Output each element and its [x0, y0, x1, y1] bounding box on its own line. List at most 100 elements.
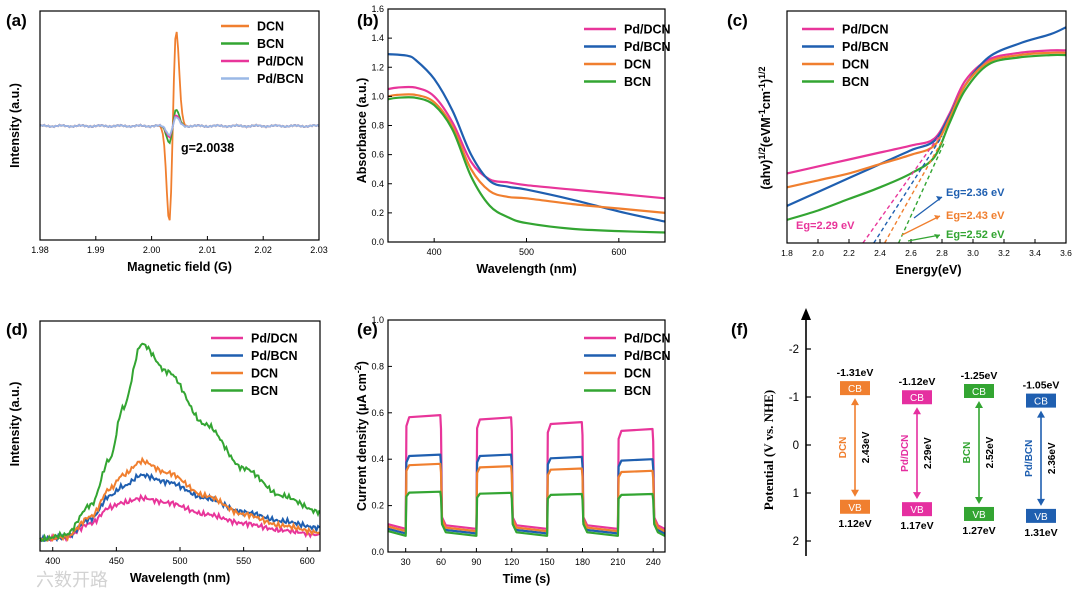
gap-arrowhead-down [1037, 498, 1045, 506]
y-axis-label-a: Intensity (a.u.) [8, 83, 22, 168]
y-tick-label-f: 1 [793, 488, 799, 500]
legend-label-d: BCN [251, 384, 278, 398]
cb-box-label: CB [848, 384, 862, 395]
eg-arrow [913, 196, 943, 219]
band-gap-label: 2.43eV [861, 431, 872, 463]
legend-label-c: Pd/DCN [842, 23, 889, 37]
x-tick-label-e: 180 [575, 557, 590, 567]
x-tick-label-c: 3.4 [1029, 248, 1041, 258]
cb-box-label: CB [972, 387, 986, 398]
x-tick-label-e: 210 [610, 557, 625, 567]
x-tick-label-d: 450 [109, 556, 124, 566]
tangent-line-orange [884, 140, 943, 244]
chart-d: 400 450 500 550 600 Wavelength (nm) Intensity … [8, 320, 321, 585]
panel-label-d: (d) [6, 320, 28, 339]
y-axis-label-f: Potential (V vs. NHE) [761, 390, 776, 510]
x-tick-label-c: 2.8 [936, 248, 948, 258]
tangent-line-pink [862, 135, 940, 244]
gap-arrowhead-down [913, 492, 921, 500]
x-tick-label-c: 1.8 [781, 248, 793, 258]
material-name: BCN [962, 442, 973, 464]
x-tick-label-c: 3.0 [967, 248, 979, 258]
y-tick-label-f: -2 [789, 344, 799, 356]
y-tick-label-f: 0 [793, 440, 799, 452]
x-axis-label-d: Wavelength (nm) [130, 571, 230, 585]
y-tick-label-b: 1.6 [371, 4, 384, 14]
cb-box [964, 384, 994, 398]
x-tick-label-e: 120 [504, 557, 519, 567]
x-tick-label-c: 2.6 [905, 248, 917, 258]
panel-label-f: (f) [731, 320, 748, 339]
chart-e: 30 60 90 120 150 180 210 240 0.0 0.2 0.4 0.6 0.8 1.0 T… [353, 315, 671, 586]
y-tick-label-b: 0.6 [371, 150, 384, 160]
x-tick-label-a: 2.01 [199, 245, 217, 255]
x-tick-label-c: 2.4 [874, 248, 886, 258]
legend-label-a: Pd/BCN [257, 72, 304, 86]
x-axis-label-e: Time (s) [503, 572, 551, 586]
legend-label-a: DCN [257, 20, 284, 34]
legend-label-b: BCN [624, 75, 651, 89]
plot-frame-a [39, 10, 320, 241]
x-tick-label-c: 2.0 [812, 248, 824, 258]
series-line-bcn [786, 53, 1067, 221]
gap-arrowhead-down [975, 496, 983, 504]
axis-arrowhead [801, 308, 811, 320]
series-line-bcn [387, 490, 666, 537]
gap-arrowhead-up [975, 401, 983, 408]
chart-f: -2 -1 0 1 2 Potential (V vs. NHE) -1.31eV CB VB 1… [761, 308, 1059, 556]
vb-box-label: VB [848, 503, 862, 514]
series-line-bcn [39, 342, 321, 543]
x-tick-label-a: 1.99 [87, 245, 105, 255]
y-tick-label-e: 0.2 [371, 501, 384, 511]
cb-potential-label: -1.25eV [961, 370, 998, 382]
legend-label-d: DCN [251, 367, 278, 381]
vb-box-label: VB [1034, 512, 1048, 523]
y-axis-label-d: Intensity (a.u.) [8, 382, 22, 467]
gap-arrowhead-up [851, 398, 859, 406]
legend-label-b: Pd/BCN [624, 40, 671, 54]
x-tick-label-b: 400 [427, 247, 442, 257]
cb-potential-label: -1.05eV [1023, 380, 1060, 392]
eg-label: Eg=2.29 eV [796, 220, 855, 232]
x-tick-label-b: 500 [519, 247, 534, 257]
y-tick-label-b: 0.0 [371, 237, 384, 247]
x-axis-label-b: Wavelength (nm) [476, 262, 576, 276]
x-tick-label-c: 2.2 [843, 248, 855, 258]
chart-b: 400 500 600 0.0 0.2 0.4 0.6 0.8 1.0 1.2 1.4 1.6 Wave… [355, 4, 671, 276]
x-tick-label-e: 150 [540, 557, 555, 567]
plot-frame-c [786, 10, 1067, 244]
legend-label-c: BCN [842, 75, 869, 89]
x-tick-label-c: 3.2 [998, 248, 1010, 258]
x-tick-label-d: 550 [236, 556, 251, 566]
vb-box [902, 502, 932, 517]
cb-box-label: CB [1034, 397, 1048, 408]
material-name: Pd/DCN [900, 435, 911, 472]
panel-label-c: (c) [727, 11, 748, 30]
chart-a: 1.98 1.99 2.00 2.01 2.02 2.03 Magnetic field (… [8, 10, 328, 274]
eg-label: Eg=2.36 eV [946, 187, 1005, 199]
gap-arrowhead-down [851, 489, 859, 497]
y-tick-label-b: 0.4 [371, 179, 384, 189]
vb-potential-label: 1.31eV [1024, 527, 1057, 539]
watermark: 六数开路 [36, 570, 108, 590]
series-line-dcn [786, 51, 1067, 189]
y-axis-label-c: (ahv)1/2(eVM-1cm-1)1/2 [757, 66, 773, 189]
x-tick-label-d: 600 [300, 556, 315, 566]
series-line-dcn [387, 93, 666, 214]
y-tick-label-e: 0.0 [371, 547, 384, 557]
x-tick-label-b: 600 [611, 247, 626, 257]
x-tick-label-c: 3.6 [1060, 248, 1072, 258]
y-tick-label-f: -1 [789, 392, 799, 404]
g-factor-annotation: g=2.0038 [181, 141, 234, 155]
legend-label-b: Pd/DCN [624, 23, 671, 37]
legend-label-e: Pd/DCN [624, 332, 671, 346]
series-line-pd-bcn [39, 116, 320, 137]
legend-label-d: Pd/DCN [251, 332, 298, 346]
vb-box [840, 499, 870, 514]
x-tick-label-e: 240 [646, 557, 661, 567]
cb-box [840, 381, 870, 396]
series-line-dcn [39, 456, 321, 543]
band-gap-label: 2.36eV [1047, 442, 1058, 474]
plot-frame-e [387, 319, 666, 553]
x-tick-label-d: 500 [172, 556, 187, 566]
